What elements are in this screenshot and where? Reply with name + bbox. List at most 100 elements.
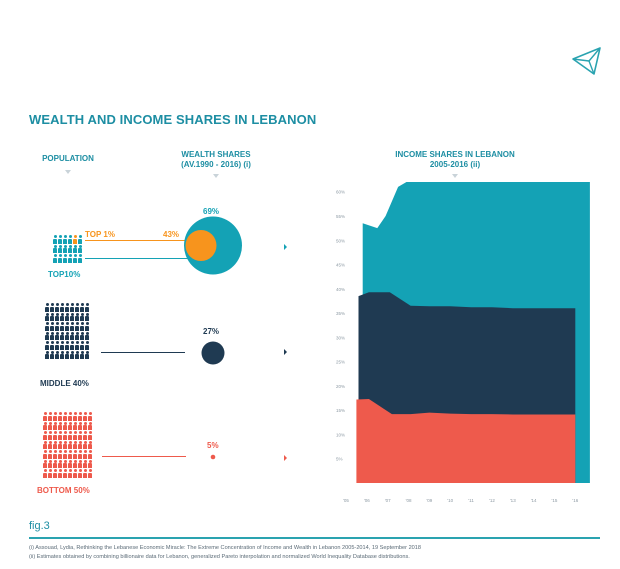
person-icon: [58, 431, 62, 440]
person-icon: [83, 421, 87, 430]
person-icon: [55, 322, 59, 331]
logo-icon: [572, 47, 601, 75]
person-icon: [63, 254, 67, 263]
person-icon: [68, 244, 72, 253]
income-header-line2: 2005-2016 (ii): [429, 160, 481, 169]
person-icon: [80, 341, 84, 350]
person-icon: [88, 412, 92, 421]
person-icon: [43, 440, 47, 449]
person-icon: [55, 303, 59, 312]
person-icon: [70, 312, 74, 321]
bubble-top1: [185, 230, 217, 261]
person-icon: [63, 421, 67, 430]
wealth-bubble-bottom50: [210, 454, 216, 460]
person-icon: [48, 440, 52, 449]
person-icon: [73, 412, 77, 421]
population-header: POPULATION: [26, 154, 110, 174]
wealth-bottom50-value: 5%: [207, 441, 219, 450]
income-header: INCOME SHARES IN LEBANON 2005-2016 (ii): [368, 150, 542, 178]
y-tick-label: 30%: [336, 335, 345, 340]
person-icon: [80, 312, 84, 321]
wealth-header-line2: (AV.1990 - 2016) (i): [181, 160, 251, 169]
person-icon: [63, 412, 67, 421]
y-tick-label: 40%: [336, 287, 345, 292]
person-icon: [50, 341, 54, 350]
person-icon: [60, 312, 64, 321]
income-header-line1: INCOME SHARES IN LEBANON: [395, 150, 515, 159]
y-tick-label: 15%: [336, 408, 345, 413]
person-icon: [63, 244, 67, 253]
person-icon: [88, 450, 92, 459]
x-tick-label: '09: [426, 498, 432, 503]
person-icon: [63, 431, 67, 440]
person-icon: [48, 431, 52, 440]
person-icon: [80, 331, 84, 340]
person-icon: [50, 303, 54, 312]
person-icon: [65, 322, 69, 331]
person-icon: [63, 459, 67, 468]
person-icon: [78, 431, 82, 440]
person-icon: [73, 459, 77, 468]
area-series-bottom50: [356, 399, 576, 483]
x-tick-label: '06: [364, 498, 370, 503]
person-icon: [45, 303, 49, 312]
person-icon: [75, 331, 79, 340]
person-icon: [45, 350, 49, 359]
y-tick-label: 45%: [336, 263, 345, 268]
person-icon: [55, 341, 59, 350]
population-header-text: POPULATION: [42, 154, 94, 163]
person-icon: [63, 450, 67, 459]
person-icon: [85, 303, 89, 312]
wealth-top10-value: 69%: [203, 207, 220, 216]
x-tick-label: '05: [343, 498, 349, 503]
person-icon: [88, 421, 92, 430]
person-icon: [58, 421, 62, 430]
person-icon: [83, 440, 87, 449]
person-icon: [83, 412, 87, 421]
person-icon: [58, 469, 62, 478]
person-icon: [70, 350, 74, 359]
x-tick-label: '07: [385, 498, 391, 503]
person-icon: [73, 469, 77, 478]
person-icon: [85, 312, 89, 321]
person-icon: [78, 254, 82, 263]
person-icon: [75, 303, 79, 312]
person-icon: [88, 431, 92, 440]
person-icon: [85, 331, 89, 340]
person-icon: [73, 421, 77, 430]
person-icon: [45, 322, 49, 331]
wealth-bubble-middle40: [201, 341, 225, 365]
person-icon: [78, 235, 82, 244]
footnote-2: (ii) Estimates obtained by combining bil…: [29, 554, 410, 560]
person-icon: [45, 331, 49, 340]
label-bottom50: BOTTOM 50%: [37, 486, 90, 495]
person-icon: [48, 469, 52, 478]
person-icon: [65, 303, 69, 312]
person-icon: [60, 350, 64, 359]
person-icon: [80, 322, 84, 331]
person-icon: [70, 341, 74, 350]
person-icon: [60, 303, 64, 312]
figure-label: fig.3: [29, 520, 50, 532]
x-tick-label: '08: [406, 498, 412, 503]
y-tick-label: 60%: [336, 190, 345, 195]
person-icon: [45, 341, 49, 350]
person-icon: [78, 421, 82, 430]
person-icon: [70, 331, 74, 340]
person-icon: [58, 450, 62, 459]
person-icon: [53, 421, 57, 430]
arrow-right-icon: [284, 244, 287, 250]
person-icon: [50, 312, 54, 321]
person-icon: [83, 469, 87, 478]
connector-line-top10: [85, 258, 195, 259]
person-icon: [60, 331, 64, 340]
person-icon: [73, 450, 77, 459]
person-icon: [73, 244, 77, 253]
people-icons-middle40: [45, 303, 89, 359]
person-icon: [68, 440, 72, 449]
footer-divider: [29, 537, 600, 539]
person-icon: [55, 350, 59, 359]
y-tick-label: 35%: [336, 311, 345, 316]
person-icon: [85, 341, 89, 350]
person-icon: [48, 450, 52, 459]
